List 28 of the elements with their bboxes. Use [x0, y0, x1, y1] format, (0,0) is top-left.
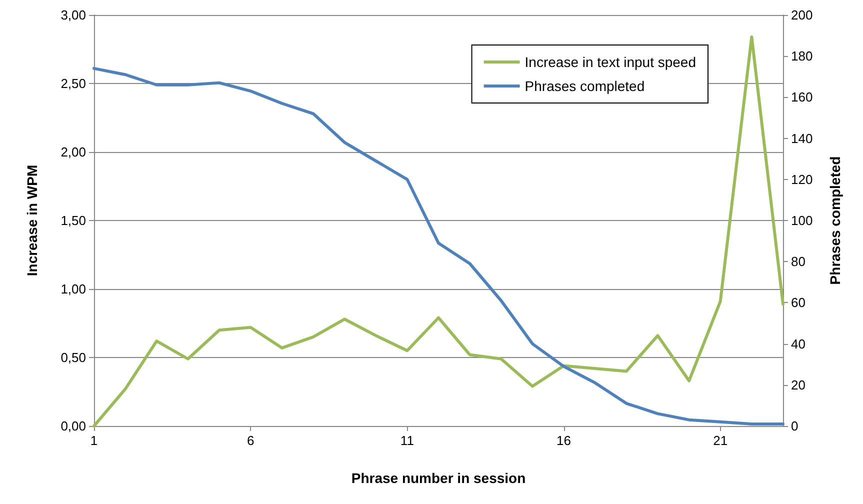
- y-tick-label: 0,50: [60, 350, 86, 365]
- y2-tick-label: 180: [791, 48, 813, 64]
- x-tick-label: 6: [246, 433, 254, 448]
- y-tick-label: 0,00: [60, 418, 86, 434]
- x-axis-title: Phrase number in session: [351, 470, 526, 486]
- y2-tick-label: 200: [791, 8, 813, 22]
- y-tick-label: 1,00: [60, 282, 86, 296]
- x-tick-label: 11: [400, 433, 414, 448]
- y2-tick-label: 60: [791, 295, 806, 310]
- y2-tick-label: 20: [791, 377, 806, 392]
- legend-label: Increase in text input speed: [524, 54, 696, 70]
- x-tick-label: 21: [713, 433, 728, 448]
- y2-tick-label: 40: [791, 336, 806, 352]
- y2-axis-title: Phrases completed: [827, 156, 843, 285]
- y-tick-label: 3,00: [60, 8, 86, 22]
- y2-tick-label: 160: [791, 90, 813, 105]
- y2-tick-label: 100: [791, 213, 813, 228]
- y2-tick-label: 120: [791, 172, 813, 187]
- y2-tick-label: 0: [791, 418, 798, 434]
- y-tick-label: 2,50: [60, 76, 86, 91]
- x-tick-label: 16: [556, 433, 572, 448]
- y-tick-label: 2,00: [60, 144, 86, 160]
- y2-tick-label: 140: [791, 130, 813, 146]
- y2-tick-label: 80: [791, 254, 806, 270]
- x-tick-label: 1: [90, 433, 98, 448]
- y-axis-title: Increase in WPM: [24, 164, 40, 276]
- y-tick-label: 1,50: [60, 213, 86, 228]
- legend-label: Phrases completed: [524, 78, 645, 94]
